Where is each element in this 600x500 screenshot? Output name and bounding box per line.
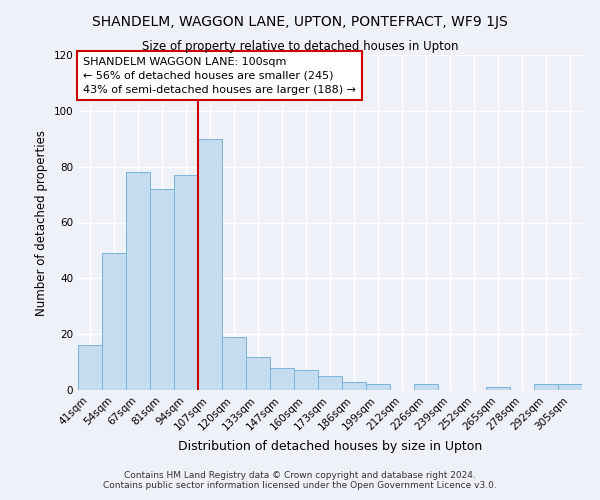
Bar <box>366 384 390 390</box>
Bar <box>174 175 198 390</box>
Bar <box>198 138 222 390</box>
Bar <box>126 172 150 390</box>
Text: Size of property relative to detached houses in Upton: Size of property relative to detached ho… <box>142 40 458 53</box>
Y-axis label: Number of detached properties: Number of detached properties <box>35 130 48 316</box>
Bar <box>342 382 366 390</box>
X-axis label: Distribution of detached houses by size in Upton: Distribution of detached houses by size … <box>178 440 482 453</box>
Bar <box>414 384 438 390</box>
Bar <box>486 387 510 390</box>
Bar <box>246 356 270 390</box>
Text: SHANDELM, WAGGON LANE, UPTON, PONTEFRACT, WF9 1JS: SHANDELM, WAGGON LANE, UPTON, PONTEFRACT… <box>92 15 508 29</box>
Bar <box>102 253 126 390</box>
Bar <box>534 384 558 390</box>
Bar <box>318 376 342 390</box>
Text: SHANDELM WAGGON LANE: 100sqm
← 56% of detached houses are smaller (245)
43% of s: SHANDELM WAGGON LANE: 100sqm ← 56% of de… <box>83 56 356 94</box>
Text: Contains HM Land Registry data © Crown copyright and database right 2024.
Contai: Contains HM Land Registry data © Crown c… <box>103 470 497 490</box>
Bar <box>558 384 582 390</box>
Bar <box>78 346 102 390</box>
Bar <box>150 189 174 390</box>
Bar <box>270 368 294 390</box>
Bar <box>294 370 318 390</box>
Bar <box>222 337 246 390</box>
